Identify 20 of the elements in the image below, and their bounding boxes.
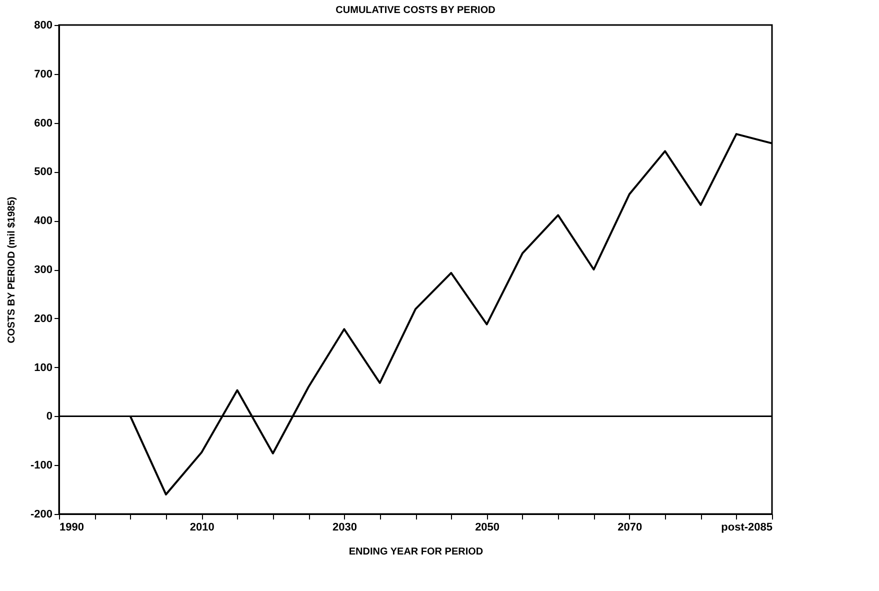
y-tick-label: 0 <box>46 410 52 423</box>
y-axis-title: COSTS BY PERIOD (mil $1985) <box>6 196 18 344</box>
x-tick-label: 2030 <box>332 522 357 534</box>
y-tick-label: -100 <box>30 460 52 472</box>
y-tick-label: 800 <box>34 20 52 32</box>
x-tick-label: 2070 <box>618 522 642 534</box>
y-tick-label: -200 <box>30 508 52 520</box>
x-tick-label: 2010 <box>190 522 214 534</box>
y-tick-label: 700 <box>34 68 52 80</box>
x-tick-label: 2050 <box>475 522 500 534</box>
x-tick-label: 1990 <box>60 522 84 534</box>
y-tick-label: 500 <box>34 166 52 178</box>
y-tick-label: 400 <box>34 215 52 228</box>
x-tick-label: post-2085 <box>721 522 772 534</box>
y-tick-label: 200 <box>34 312 52 325</box>
x-axis-title: ENDING YEAR FOR PERIOD <box>348 546 484 558</box>
y-tick-label: 600 <box>34 117 52 130</box>
y-tick-label: 300 <box>34 264 52 276</box>
y-tick-label: 100 <box>34 362 52 374</box>
chart-title: CUMULATIVE COSTS BY PERIOD <box>336 5 496 16</box>
